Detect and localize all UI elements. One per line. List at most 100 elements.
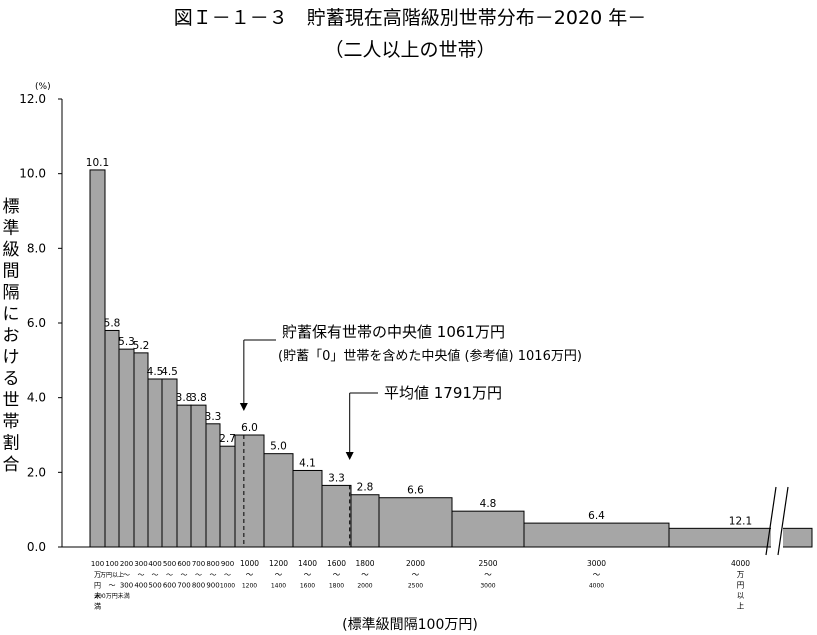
bar (205, 423, 221, 548)
axis-break-gap (771, 485, 783, 557)
x-tick-line: 3000 (480, 583, 495, 590)
x-tick-label: 700 ～ 800 (192, 560, 205, 590)
axis-break-line (765, 486, 777, 556)
x-tick-top: 3000 (587, 559, 606, 568)
y-tick-label: 2.0 (27, 465, 46, 479)
bar-value-label: 4.5 (161, 366, 178, 378)
bar-value-label: 12.1 (729, 515, 752, 527)
x-tick-line: ～ (275, 570, 283, 579)
axis-break-line (777, 486, 789, 556)
bar (190, 404, 207, 548)
x-tick-label: 3000 ～ 4000 (587, 559, 606, 590)
bar (523, 522, 670, 548)
x-tick-line: 2500 (408, 583, 423, 590)
x-tick-label: 500 ～ 600 (163, 560, 176, 590)
y-tick-label: 12.0 (19, 92, 46, 106)
bar (350, 494, 380, 548)
x-tick-label: 200 ～ 300 (120, 560, 133, 590)
y-tick-label: 0.0 (27, 540, 46, 554)
y-axis-label: 標準級間隔における世帯割合 (3, 197, 20, 475)
bar (147, 378, 163, 548)
median-note: (貯蓄「0」世帯を含めた中央値 (参考値) 1016万円) (278, 348, 582, 364)
bar-value-label: 5.8 (104, 317, 121, 329)
x-tick-line: 以 (737, 591, 745, 600)
x-tick-line: ～ (333, 570, 341, 579)
x-tick-top: 300 (134, 560, 147, 568)
x-tick-label: 1200 ～ 1400 (269, 559, 288, 590)
x-tick-line: 万 (94, 571, 101, 579)
x-tick-label: 2000 ～ 2500 (406, 559, 425, 590)
bar-value-label: 4.5 (147, 366, 164, 378)
bar (219, 445, 236, 548)
bar-value-label: 3.3 (205, 411, 222, 423)
bar (234, 434, 265, 548)
bar-value-label: 5.2 (133, 340, 150, 352)
x-tick-top: 600 (177, 560, 190, 568)
x-tick-line: ～ (304, 570, 312, 579)
x-tick-top: 100 (105, 560, 118, 568)
x-tick-label: 1600 ～ 1800 (327, 559, 346, 590)
x-tick-line: 700 (177, 582, 190, 590)
bar-value-label: 4.8 (480, 498, 497, 510)
x-tick-top: 1400 (298, 559, 317, 568)
x-tick-line: ～ (484, 570, 492, 579)
y-tick-label: 10.0 (19, 167, 46, 181)
x-tick-line: ～ (152, 571, 159, 579)
x-tick-line: 900 (206, 582, 219, 590)
chart-title: 図Ｉ－１－３ 貯蓄現在高階級別世帯分布－2020 年－ (174, 7, 646, 29)
x-tick-label: 800 ～ 900 (206, 560, 219, 590)
x-tick-line: 円 (94, 582, 101, 590)
bar-value-label: 5.3 (118, 336, 135, 348)
bar-value-label: 3.8 (176, 392, 193, 404)
bar-value-label: 6.4 (588, 510, 605, 522)
bar (321, 484, 352, 548)
x-tick-line: ～ (210, 571, 217, 579)
x-tick-label: 900 ～ 1000 (220, 560, 235, 590)
x-tick-line: ～ (361, 570, 369, 579)
annotations-group: 貯蓄保有世帯の中央値 1061万円 (貯蓄「0」世帯を含めた中央値 (参考値) 1… (239, 323, 582, 547)
x-axis-label: (標準級間隔100万円) (342, 617, 478, 633)
bar (668, 527, 813, 548)
x-tick-line: ～ (593, 570, 601, 579)
bar (451, 510, 525, 548)
x-tick-line: 上 (737, 602, 745, 611)
bar-value-label: 3.3 (328, 472, 345, 484)
x-tick-label: 4000 万円以上 (731, 559, 750, 611)
bar (292, 469, 323, 548)
x-tick-line: 1000 (220, 583, 235, 590)
bar-value-label: 3.8 (190, 392, 207, 404)
x-tick-line: ～ (412, 570, 420, 579)
x-tick-line: 400 (134, 582, 147, 590)
chart-subtitle: （二人以上の世帯） (324, 39, 495, 61)
x-tick-line: 500 (148, 582, 161, 590)
bar (89, 169, 106, 548)
x-tick-top: 2500 (478, 559, 497, 568)
x-tick-top: 400 (148, 560, 161, 568)
bar-labels-group: 10.1 5.8 5.35.2 4.54.5 3.83.8 3.3 2.7 6.0 5.0 4.1… (86, 157, 752, 527)
x-tick-line: 800 (192, 582, 205, 590)
y-tick-label: 4.0 (27, 391, 46, 405)
x-tick-label: 600 ～ 700 (177, 560, 190, 590)
mean-arrowhead (345, 452, 354, 460)
bar-value-label: 4.1 (299, 457, 316, 469)
x-tick-line: 円 (737, 581, 745, 590)
bar-value-label: 6.0 (241, 422, 258, 434)
x-tick-top: 200 (120, 560, 133, 568)
x-tick-label: 300 ～ 400 (134, 560, 147, 590)
y-tick-label: 6.0 (27, 316, 46, 330)
x-tick-top: 1600 (327, 559, 346, 568)
x-tick-line: 1800 (329, 583, 344, 590)
x-tick-top: 700 (192, 560, 205, 568)
y-tick-label: 8.0 (27, 241, 46, 255)
y-axis-unit: (%) (35, 82, 51, 92)
x-tick-labels-group: 100万円未満100万円以上～200万円未満200～300300～400400～… (91, 559, 750, 611)
bar-value-label: 10.1 (86, 157, 109, 169)
x-tick-top: 1200 (269, 559, 288, 568)
x-tick-label: 400 ～ 500 (148, 560, 161, 590)
bar (118, 348, 135, 548)
x-tick-line: ～ (138, 571, 145, 579)
bar (378, 497, 453, 548)
bar (263, 453, 294, 548)
median-arrowhead (239, 403, 248, 411)
